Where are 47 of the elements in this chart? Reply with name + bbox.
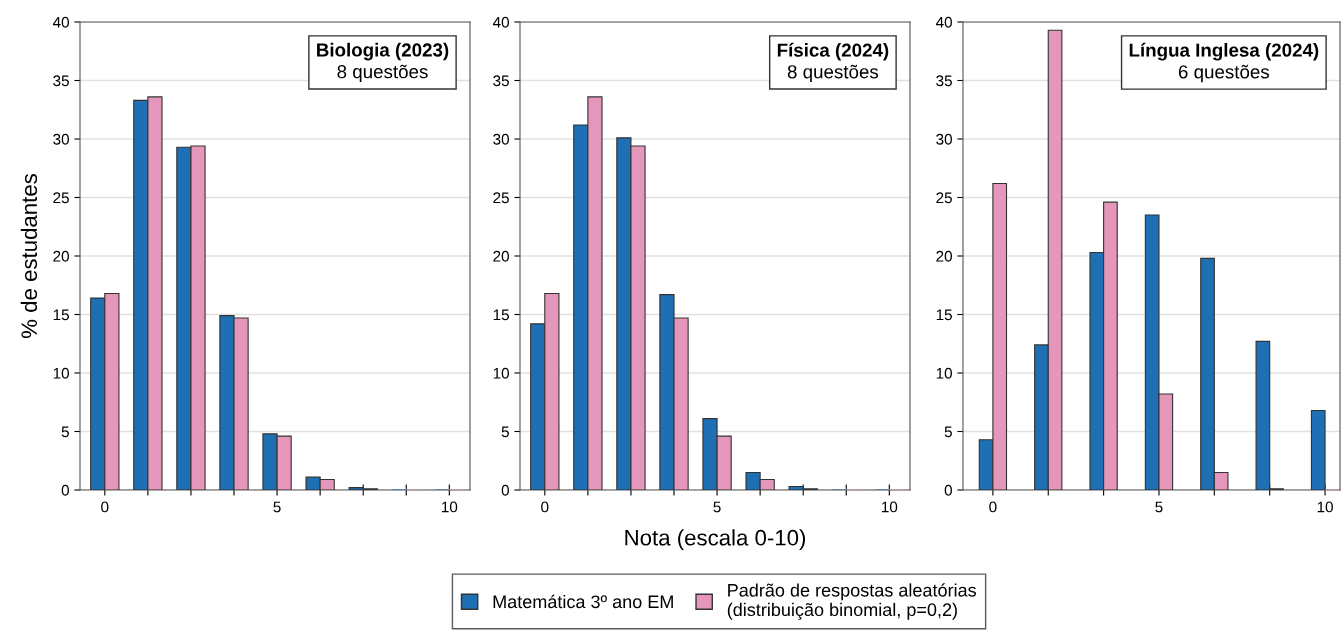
y-tick-label: 10 [53,367,69,379]
y-tick-label: 35 [53,75,69,87]
text: 6 questões [1178,64,1270,83]
y-tick-label: 25 [53,192,69,204]
y-tick-label: 20 [53,250,69,262]
x-tick-label: 5 [1155,501,1163,513]
x-tick-label: 5 [273,501,281,513]
y-tick-label: 40 [52,16,69,28]
y-tick-label: 30 [936,133,952,145]
y-tick-label: 35 [493,75,509,87]
y-tick-label: 0 [61,484,69,496]
bar [1310,409,1326,490]
y-tick-label: 25 [936,192,952,204]
text: Física (2024) [777,42,889,61]
y-tick-label: 5 [61,426,69,438]
x-tick-label: 5 [713,501,721,513]
x-tick-label: 0 [541,501,549,513]
x-tick-label: 0 [101,501,109,513]
text: Língua Inglesa (2024) [1129,42,1319,61]
y-tick-label: 0 [501,484,509,496]
x-tick-label: 10 [442,501,458,513]
text: 8 questões [337,64,428,83]
x-tick-label: 10 [882,501,898,513]
y-tick-label: 0 [944,484,952,496]
legend-label: Matemática 3º ano EM [493,594,673,609]
y-tick-label: 30 [53,133,69,145]
legend-label: Padrão de respostas aleatórias (distribuição binomial, p=0,2) [727,583,976,620]
x-axis-title: Nota (escala 0-10) [625,529,806,550]
y-tick-label: 20 [936,250,952,262]
y-tick-label: 35 [936,75,952,87]
y-tick-label: 5 [944,426,952,438]
y-axis-title: % de estudantes [20,174,38,338]
y-tick-label: 10 [493,367,509,379]
y-tick-label: 5 [501,426,509,438]
x-tick-label: 0 [989,501,997,513]
y-tick-label: 15 [53,309,69,321]
text: Biologia (2023) [317,42,449,61]
x-tick-label: 10 [1317,501,1333,513]
y-tick-label: 15 [936,309,952,321]
y-tick-label: 20 [493,250,509,262]
y-tick-label: 40 [492,16,509,28]
y-tick-label: 25 [493,192,509,204]
y-tick-label: 40 [935,16,952,28]
text: 8 questões [787,64,879,83]
y-tick-label: 30 [493,133,509,145]
y-tick-label: 15 [493,309,509,321]
y-tick-label: 10 [936,367,952,379]
